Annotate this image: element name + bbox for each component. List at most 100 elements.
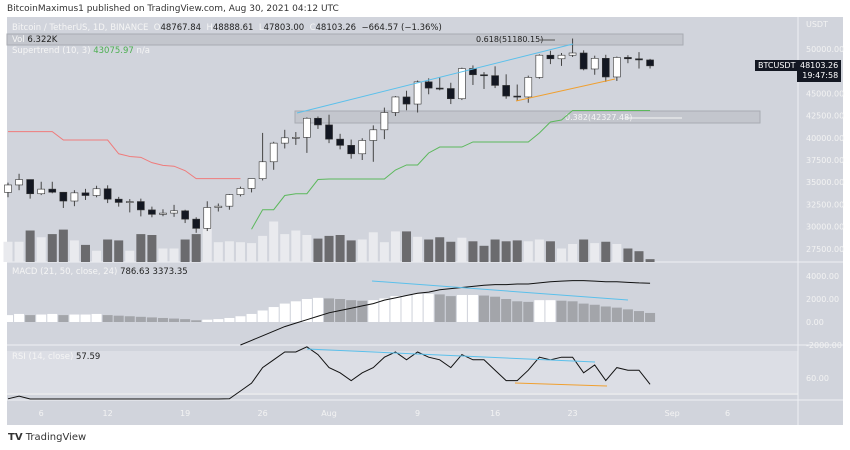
rsi-divergence-line (306, 348, 596, 363)
candle-body (635, 58, 643, 61)
candle-body (380, 112, 389, 131)
supertrend-label[interactable]: Supertrend (10, 3) (12, 46, 91, 56)
volume-bar (479, 245, 489, 262)
candle-body (557, 54, 566, 60)
symbol-price-label: BTCUSDT (755, 60, 799, 71)
price-tick-label: 45000.00 (806, 89, 844, 98)
candle-body (203, 207, 212, 229)
price-tick-label: 30000.00 (806, 223, 844, 232)
macd-histogram-bar (191, 320, 202, 322)
macd-histogram-bar (47, 313, 58, 322)
macd-histogram-bar (202, 319, 213, 322)
rsi-band (7, 351, 798, 395)
macd-histogram-bar (534, 300, 545, 322)
volume-bar (579, 239, 589, 262)
symbol-name[interactable]: Bitcoin / TetherUS, 1D, BINANCE (12, 23, 149, 33)
volume-bar (25, 230, 35, 262)
candle-body (4, 184, 12, 193)
macd-label[interactable]: MACD (21, 50, close, 24) (12, 267, 118, 277)
candle-body (491, 75, 499, 86)
price-unit-label: USDT (806, 20, 828, 29)
candle-body (391, 96, 400, 113)
logo-text: TradingView (25, 432, 87, 443)
price-pane (7, 17, 798, 262)
candle-body (59, 191, 68, 202)
macd-divergence-line (371, 280, 629, 301)
candle-body (424, 81, 433, 89)
volume-bar (235, 242, 245, 262)
volume-bar (247, 243, 257, 262)
high-label: H (206, 23, 213, 33)
price-tick-label: 50000.00 (806, 45, 844, 54)
macd-histogram-bar (434, 294, 445, 322)
volume-bar (92, 250, 102, 262)
macd-histogram-bar (3, 315, 13, 322)
candle-body (236, 188, 245, 195)
volume-bar (335, 235, 345, 262)
candle-body (601, 58, 610, 78)
volume-bar (568, 244, 578, 262)
candle-body (214, 205, 223, 208)
volume-bar (125, 250, 135, 262)
supertrend-value: 43075.97 (93, 46, 134, 56)
macd-histogram-bar (157, 317, 168, 322)
volume-bar (69, 240, 79, 262)
volume-bar (36, 237, 46, 262)
macd-histogram-bar (589, 304, 600, 322)
volume-bar (446, 241, 456, 262)
macd-histogram-bar (412, 293, 423, 322)
rsi-legend: RSI (14, close) 57.59 (12, 352, 100, 362)
candle-body (314, 117, 322, 126)
price-tick-label: 37500.00 (806, 156, 844, 165)
time-tick-label: 26 (258, 409, 268, 418)
volume-bar (368, 232, 378, 262)
volume-bar (14, 241, 24, 262)
candle-body (624, 57, 632, 60)
volume-bar (424, 239, 434, 262)
macd-histogram-bar (578, 303, 589, 322)
supertrend-legend: Supertrend (10, 3) 43075.97 n/a (12, 46, 150, 56)
volume-bar (413, 236, 423, 262)
macd-histogram-bar (622, 309, 633, 322)
volume-bar (601, 241, 611, 262)
macd-line (240, 280, 651, 346)
candle-body (347, 145, 355, 155)
time-tick-label: 12 (103, 409, 113, 418)
rsi-label[interactable]: RSI (14, close) (12, 352, 74, 362)
tradingview-logo[interactable]: TV TradingView (8, 432, 86, 443)
supertrend-na: n/a (136, 46, 150, 56)
fib-0618-label: 0.618(51180.15) (476, 35, 543, 44)
volume-bar (80, 244, 90, 262)
macd-histogram-bar (257, 310, 268, 322)
candle-body (303, 117, 311, 138)
macd-histogram-bar (401, 295, 412, 322)
open-value: 48767.84 (160, 23, 202, 33)
volume-bar (379, 242, 389, 262)
candle-body (258, 161, 267, 179)
rsi-tick-label: 60.00 (806, 374, 829, 383)
volume-bar (47, 234, 57, 262)
candle-body (579, 52, 588, 70)
candle-body (225, 194, 234, 207)
macd-histogram-bar (368, 300, 379, 322)
macd-histogram-bar (312, 297, 323, 322)
macd-histogram-bar (545, 300, 556, 322)
macd-histogram-bar (611, 307, 622, 322)
volume-bar (136, 234, 146, 262)
candle-body (513, 95, 522, 98)
macd-histogram-bar (357, 300, 368, 322)
macd-histogram-bar (213, 319, 224, 322)
macd-histogram-bar (445, 296, 456, 322)
macd-histogram-bar (246, 313, 257, 322)
volume-bar (468, 241, 478, 262)
macd-histogram-bar (58, 315, 69, 322)
macd-histogram-bar (467, 294, 478, 322)
volume-label[interactable]: Vol (12, 35, 25, 45)
candle-body (325, 124, 333, 140)
last-price-label: 48103.26 19:47:58 (797, 60, 842, 82)
candle-body (546, 54, 555, 60)
volume-bar (58, 229, 68, 262)
candle-body (535, 54, 544, 78)
candle-body (247, 178, 256, 189)
